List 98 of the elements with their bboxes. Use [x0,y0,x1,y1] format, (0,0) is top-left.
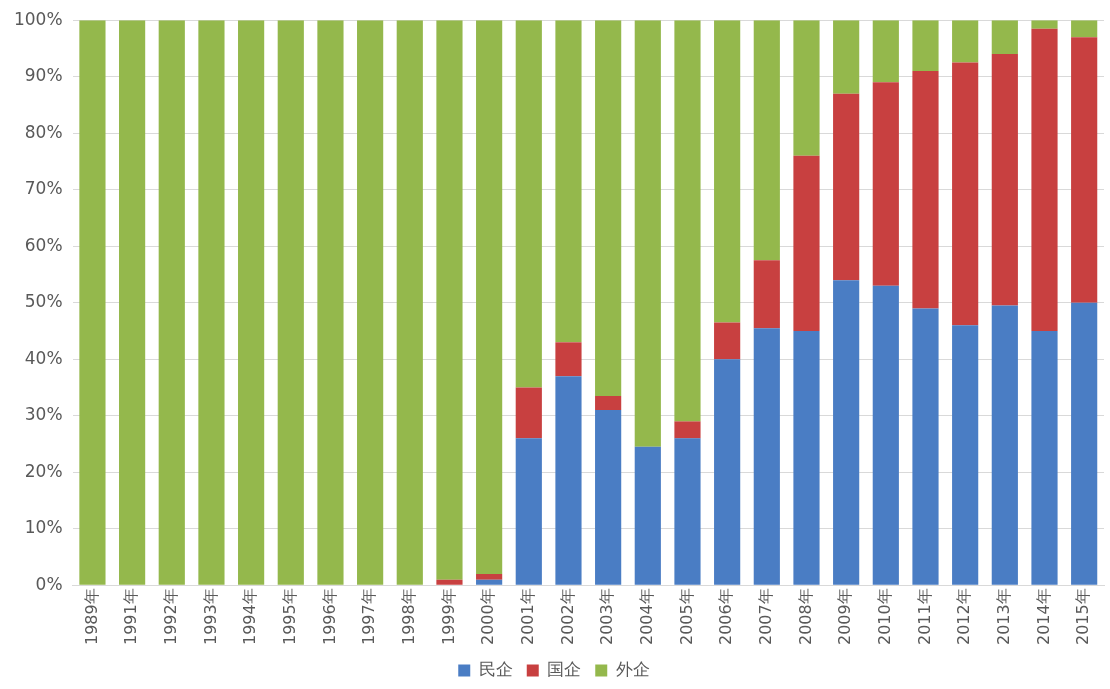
bar [912,308,939,585]
x-tick-label: 2000年 [478,588,498,645]
bar [277,20,304,585]
bar [991,305,1018,585]
bar [793,155,820,331]
bar [476,573,503,580]
bar [1031,20,1058,29]
bar [833,20,860,94]
x-tick-label: 1991年 [121,588,141,645]
x-tick-label: 1989年 [81,588,101,645]
bar [674,421,701,439]
x-tick-label: 2008年 [795,588,815,645]
bar [396,20,423,585]
bar [952,325,979,585]
bar [555,342,582,377]
x-tick-label: 1995年 [279,588,299,645]
x-tick-label: 2006年 [716,588,736,645]
bar [634,446,661,585]
bar [833,280,860,585]
x-tick-label: 2009年 [835,588,855,645]
x-tick-label: 2012年 [954,588,974,645]
x-tick-label: 1997年 [359,588,379,645]
legend-label: 民企 [478,658,513,679]
bar [1031,28,1058,331]
bar [1031,331,1058,585]
bar [476,20,503,574]
y-tick-label: 100% [13,8,63,29]
x-tick-label: 2002年 [557,588,577,645]
bar [634,20,661,447]
bar [1071,37,1098,303]
bar [952,62,979,326]
x-tick-label: 1994年 [240,588,260,645]
x-tick-label: 1992年 [160,588,180,645]
bar [714,20,741,323]
bar [198,20,225,585]
bar [674,20,701,422]
bar [833,93,860,281]
x-tick-label: 2004年 [636,588,656,645]
bar [595,20,622,396]
bar [555,20,582,343]
x-tick-label: 1998年 [398,588,418,645]
y-tick-label: 20% [24,460,63,481]
bar [793,331,820,585]
x-tick-label: 2005年 [676,588,696,645]
y-tick-label: 70% [24,178,63,199]
bar [158,20,185,585]
bar [753,328,780,585]
bar [1071,302,1098,585]
bar [515,20,542,388]
y-tick-label: 80% [24,121,63,142]
x-tick-label: 2003年 [597,588,617,645]
x-tick-label: 1996年 [319,588,339,645]
bar [79,20,106,585]
legend-label: 外企 [615,658,650,679]
bar [912,71,939,309]
bar [515,387,542,439]
bar [714,359,741,585]
bar [595,410,622,585]
bar [753,20,780,261]
y-tick-label: 0% [35,573,63,594]
bar [872,285,899,585]
bar [119,20,146,585]
bar [872,20,899,83]
x-tick-label: 1999年 [438,588,458,645]
y-tick-label: 50% [24,291,63,312]
x-tick-label: 2011年 [914,588,934,645]
bar [317,20,344,585]
y-tick-label: 30% [24,404,63,425]
x-tick-label: 2014年 [1033,588,1053,645]
bar [753,260,780,329]
y-tick-label: 10% [24,517,63,538]
bar [912,20,939,72]
bar [674,438,701,585]
bar [991,20,1018,55]
bar [515,438,542,585]
bar [436,20,463,580]
x-tick-label: 2015年 [1073,588,1093,645]
x-tick-label: 2001年 [517,588,537,645]
bar [952,20,979,63]
bar [436,579,463,585]
y-tick-label: 60% [24,234,63,255]
bar [991,54,1018,306]
x-tick-label: 1993年 [200,588,220,645]
bar [793,20,820,156]
bar [872,82,899,286]
x-tick-label: 2010年 [874,588,894,645]
y-tick-label: 40% [24,347,63,368]
x-tick-label: 2007年 [755,588,775,645]
x-tick-label: 2013年 [993,588,1013,645]
y-tick-label: 90% [24,65,63,86]
bar [357,20,384,585]
bar [476,579,503,585]
bar [238,20,265,585]
bar [555,376,582,585]
bar [714,322,741,360]
bar [1071,20,1098,38]
legend-label: 国企 [547,658,582,679]
bar [595,395,622,411]
